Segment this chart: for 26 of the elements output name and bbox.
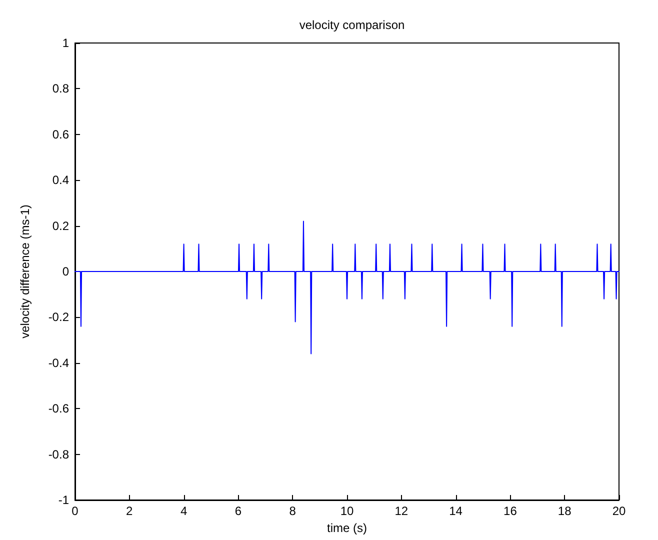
x-tick-label: 2 xyxy=(126,504,134,518)
chart-title: velocity comparison xyxy=(299,18,405,32)
x-tick-label: 4 xyxy=(180,504,188,518)
y-axis-title: velocity difference (ms-1) xyxy=(18,204,32,338)
x-axis-title: time (s) xyxy=(327,521,367,535)
x-tick-label: 0 xyxy=(72,504,79,518)
x-tick-label: 20 xyxy=(612,504,626,518)
y-tick-label: 0.2 xyxy=(52,218,70,233)
y-tick-label: 0 xyxy=(62,264,70,278)
line-series xyxy=(74,220,620,354)
y-tick-label: 0.8 xyxy=(52,82,70,96)
x-tick-label: 12 xyxy=(394,504,408,518)
y-tick-label: -1 xyxy=(58,493,70,507)
x-tick-label: 14 xyxy=(449,504,463,518)
y-tick-label: 1 xyxy=(62,36,70,50)
y-tick-label: 0.4 xyxy=(52,173,70,188)
x-tick-label: 6 xyxy=(234,504,242,518)
y-tick-label: -0.2 xyxy=(48,310,70,324)
x-tick-label: 18 xyxy=(558,504,572,518)
y-tick-label: 0.6 xyxy=(52,127,70,142)
y-tick-label: -0.6 xyxy=(48,402,70,416)
x-tick-label: 16 xyxy=(504,504,518,518)
x-tick-label: 8 xyxy=(289,504,296,518)
y-tick-label: -0.4 xyxy=(48,356,70,370)
x-tick-label: 10 xyxy=(340,504,354,518)
y-tick-label: -0.8 xyxy=(48,447,70,462)
